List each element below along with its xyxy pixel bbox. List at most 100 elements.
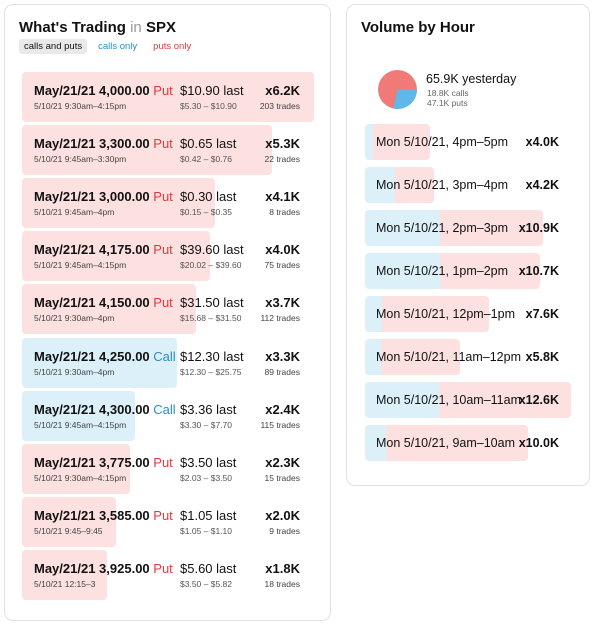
calls-volume-bar [365,339,381,375]
hour-volume-multiplier: x4.2K [525,178,559,192]
calls-volume-bar [365,167,395,203]
calls-volume-bar [365,124,373,160]
volume-multiplier: x4.0K [265,242,300,258]
hour-row[interactable]: Mon 5/10/21, 12pm–1pm x7.6K [365,296,571,332]
trade-row[interactable]: May/21/21 4,250.00 Call 5/10/21 9:30am–4p… [22,337,314,388]
price-range: $1.05 – $1.10 [180,525,232,536]
hour-volume-multiplier: x5.8K [525,350,559,364]
summary-puts: 47.1K puts [427,98,468,108]
calls-volume-bar [365,253,440,289]
volume-by-hour-panel: Volume by Hour 65.9K yesterday 18.8K cal… [346,4,590,486]
hour-label: Mon 5/10/21, 11am–12pm [376,350,522,364]
hour-label: Mon 5/10/21, 9am–10am [376,436,515,450]
volume-multiplier: x4.1K [265,189,300,205]
contract-name: May/21/21 4,150.00 [34,295,150,311]
trade-time: 5/10/21 9:30am–4:15pm [34,472,127,483]
price-range: $12.30 – $25.75 [180,366,242,377]
whats-trading-panel: What's Trading in SPX calls and puts cal… [4,4,331,621]
summary-total: 65.9K yesterday [426,72,517,86]
trade-row[interactable]: May/21/21 4,175.00 Put 5/10/21 9:45am–4:1… [22,231,314,282]
hour-volume-multiplier: x10.0K [518,436,559,450]
hour-row[interactable]: Mon 5/10/21, 9am–10am x10.0K [365,425,571,461]
hour-label: Mon 5/10/21, 1pm–2pm [376,264,509,278]
contract-name: May/21/21 4,250.00 [34,348,150,364]
hour-row[interactable]: Mon 5/10/21, 3pm–4pm x4.2K [365,167,571,203]
calls-volume-bar [365,210,440,246]
price-range: $15.68 – $31.50 [180,313,242,324]
trade-row[interactable]: May/21/21 3,300.00 Put 5/10/21 9:45am–3:3… [22,125,314,176]
trade-time: 5/10/21 9:45am–4:15pm [34,260,127,271]
volume-multiplier: x2.0K [265,507,300,523]
trade-count: 203 trades [259,101,300,111]
puts-volume-bar [439,382,571,418]
price-range: $0.15 – $0.35 [180,207,232,218]
symbol-text[interactable]: SPX [145,19,176,36]
hour-volume-multiplier: x4.0K [525,135,559,149]
filter-puts-only[interactable]: puts only [153,41,192,52]
hour-volume-multiplier: x12.6K [518,393,559,407]
trade-row[interactable]: May/21/21 3,000.00 Put 5/10/21 9:45am–4pm… [22,178,314,229]
last-price: $3.36 last [180,401,237,417]
last-price: $12.30 last [180,348,244,364]
contract-name: May/21/21 3,585.00 [34,507,150,523]
price-range: $0.42 – $0.76 [180,154,232,165]
volume-by-hour-title: Volume by Hour [361,19,475,36]
contract-label: May/21/21 4,150.00 Put [34,295,173,310]
trade-row[interactable]: May/21/21 4,150.00 Put 5/10/21 9:30am–4pm… [22,284,314,335]
whats-trading-title: What's Trading in SPX [19,19,176,36]
hour-row[interactable]: Mon 5/10/21, 11am–12pm x5.8K [365,339,571,375]
trade-time: 5/10/21 9:45am–3:30pm [34,154,127,165]
volume-bar [22,72,314,122]
option-type: Put [153,136,173,152]
trade-row[interactable]: May/21/21 4,300.00 Call 5/10/21 9:45am–4:… [22,390,314,441]
volume-bar [22,337,177,388]
contract-label: May/21/21 3,300.00 Put [34,136,173,151]
contract-label: May/21/21 4,300.00 Call [34,402,176,417]
trade-row[interactable]: May/21/21 3,585.00 Put 5/10/21 9:45–9:45 $… [22,496,314,547]
calls-volume-bar [365,296,382,332]
trade-row[interactable]: May/21/21 3,925.00 Put 5/10/21 12:15–3 $5.… [22,549,314,600]
hour-label: Mon 5/10/21, 12pm–1pm [376,307,515,321]
hour-label: Mon 5/10/21, 3pm–4pm [376,178,509,192]
option-type: Put [153,560,173,576]
pie-calls-slice [393,89,417,109]
contract-name: May/21/21 3,000.00 [34,189,150,205]
hour-label: Mon 5/10/21, 2pm–3pm [376,221,509,235]
trade-time: 5/10/21 9:45–9:45 [34,525,103,536]
volume-bar [22,496,116,547]
option-type: Put [153,507,173,523]
price-range: $2.03 – $3.50 [180,472,232,483]
filter-group: calls and puts calls only puts only [19,39,196,54]
trade-count: 89 trades [264,366,300,377]
trade-time: 5/10/21 9:45am–4pm [34,207,115,218]
hour-row[interactable]: Mon 5/10/21, 2pm–3pm x10.9K [365,210,571,246]
option-type: Put [153,189,173,205]
option-type: Put [153,242,173,258]
filter-calls-and-puts[interactable]: calls and puts [19,39,88,54]
volume-multiplier: x3.7K [265,295,300,311]
option-type: Call [153,348,176,364]
trade-count: 75 trades [264,260,300,271]
trade-count: 18 trades [264,578,300,589]
hour-row[interactable]: Mon 5/10/21, 10am–11am x12.6K [365,382,571,418]
calls-volume-bar [365,425,386,461]
option-type: Put [153,295,173,311]
hour-row[interactable]: Mon 5/10/21, 1pm–2pm x10.7K [365,253,571,289]
filter-calls-only[interactable]: calls only [98,41,138,52]
price-range: $20.02 – $39.60 [180,260,242,271]
price-range: $3.50 – $5.82 [180,578,232,589]
contract-label: May/21/21 4,175.00 Put [34,242,173,257]
trade-count: 112 trades [260,313,300,324]
volume-bar [22,443,130,494]
trade-row[interactable]: May/21/21 3,775.00 Put 5/10/21 9:30am–4:1… [22,443,314,494]
contract-label: May/21/21 4,250.00 Call [34,349,176,364]
puts-volume-bar [440,253,540,289]
volume-bar [22,231,210,282]
hour-row[interactable]: Mon 5/10/21, 4pm–5pm x4.0K [365,124,571,160]
contract-name: May/21/21 3,925.00 [34,560,150,576]
trade-row[interactable]: May/21/21 4,000.00 Put 5/10/21 9:30am–4:1… [22,72,314,122]
title-in-text: in [130,19,142,36]
trade-count: 22 trades [264,154,300,165]
summary-calls: 18.8K calls [427,88,469,98]
trade-count: 15 trades [264,472,300,483]
